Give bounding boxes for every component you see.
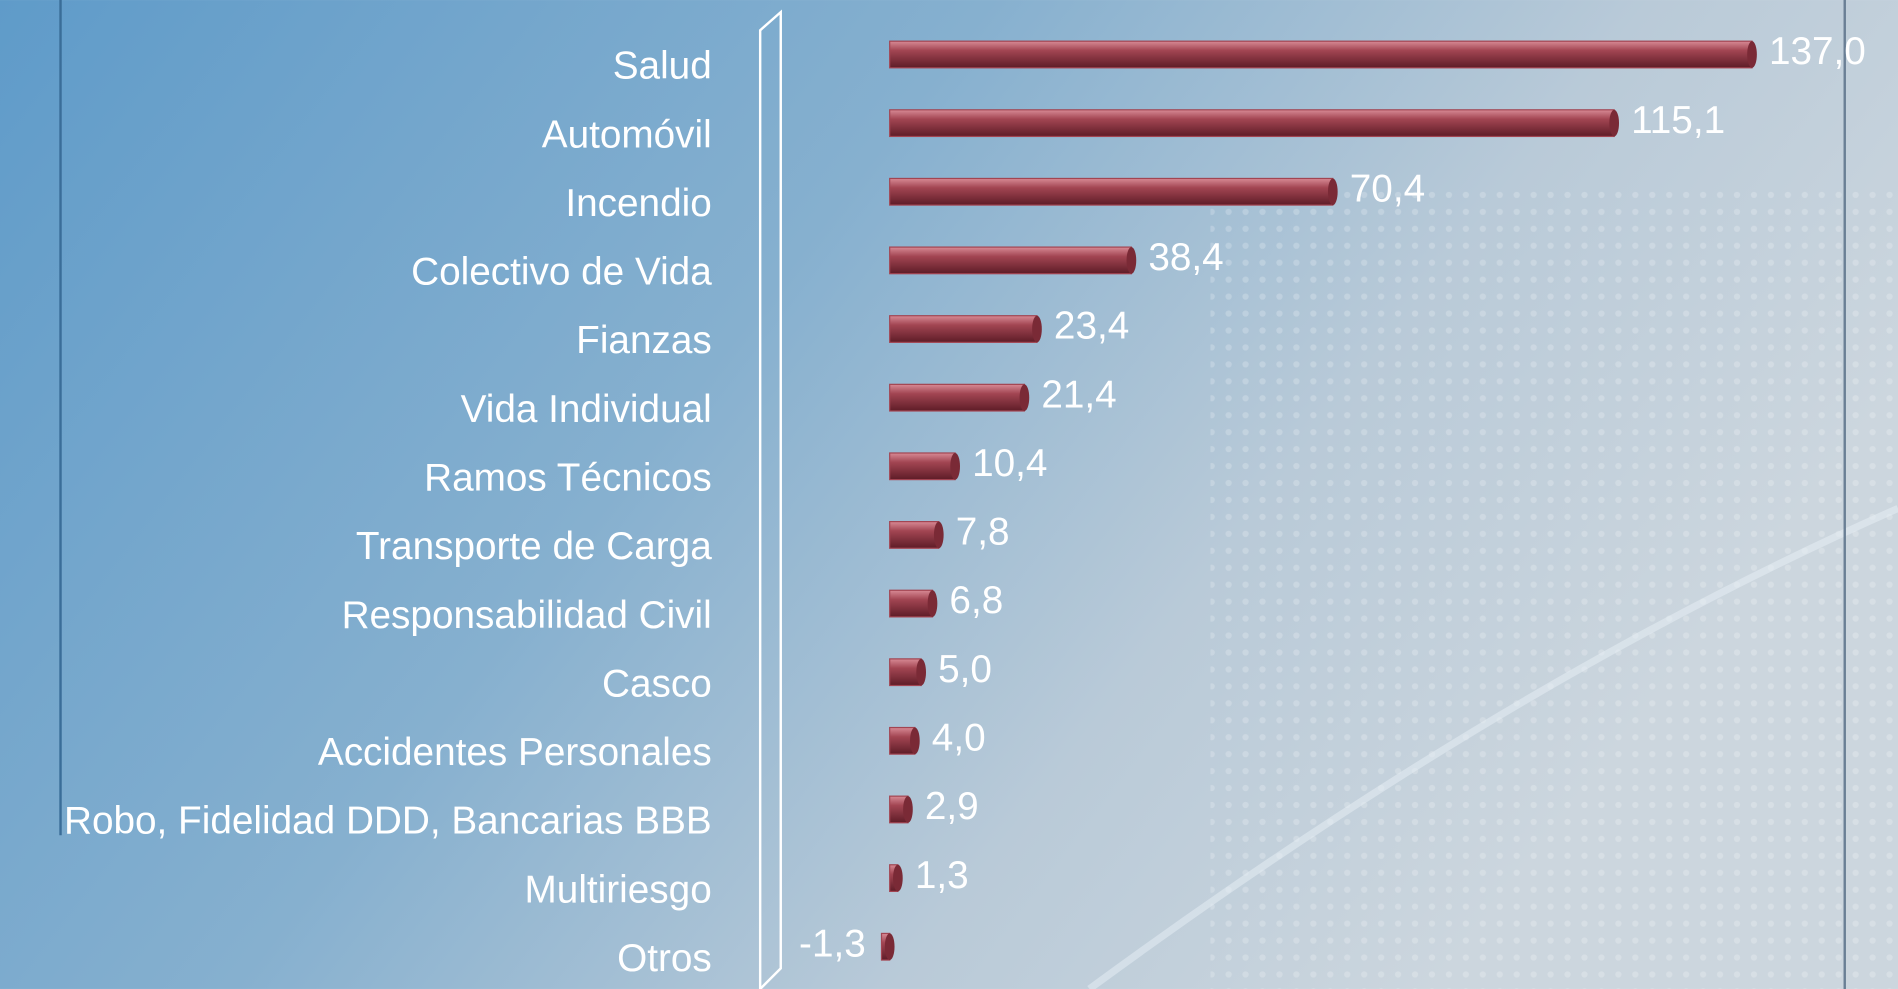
bar — [889, 246, 1137, 275]
bar-body — [889, 177, 1334, 206]
bar-body — [889, 383, 1025, 412]
value-label: 70,4 — [1350, 167, 1425, 210]
bar-body — [889, 521, 940, 549]
value-label: 6,8 — [949, 579, 1003, 622]
bar-body — [889, 315, 1038, 343]
bar-body — [889, 452, 956, 481]
value-label: 4,0 — [932, 717, 986, 760]
category-label: Fianzas — [576, 319, 712, 362]
plot: Salud 137,0 Automóvil 115,1 Incendio 70,4 Cole… — [64, 30, 1866, 980]
category-label: Salud — [613, 45, 712, 88]
bar-body — [889, 658, 922, 687]
value-label: 5,0 — [938, 648, 992, 691]
bar — [889, 521, 944, 549]
category-label: Colectivo de Vida — [411, 251, 712, 294]
bar — [889, 658, 927, 687]
bar — [889, 315, 1042, 343]
bar-cap — [950, 452, 960, 480]
category-label: Incendio — [565, 182, 711, 225]
value-label: 38,4 — [1148, 236, 1223, 279]
category-label: Ramos Técnicos — [424, 457, 712, 500]
bar-cap — [1019, 384, 1030, 411]
bar-cap — [1609, 109, 1620, 137]
bar-cap — [1747, 41, 1757, 68]
bar-cap — [933, 521, 944, 549]
category-label: Vida Individual — [461, 388, 712, 431]
bar — [889, 589, 938, 618]
bar-body — [889, 246, 1132, 275]
value-label: 137,0 — [1769, 30, 1866, 73]
dot-pattern — [1210, 181, 1898, 989]
bar — [889, 452, 960, 481]
bar-cap — [884, 933, 895, 961]
category-label: Robo, Fidelidad DDD, Bancarias BBB — [64, 800, 712, 843]
category-label: Accidentes Personales — [318, 731, 712, 774]
bar-cap — [1126, 247, 1137, 274]
value-label: 10,4 — [972, 442, 1047, 485]
bar-cap — [910, 727, 920, 755]
bar — [889, 383, 1030, 412]
bar-cap — [893, 864, 903, 892]
bar-body — [889, 109, 1615, 138]
bar — [880, 932, 895, 961]
bar-cap — [1327, 178, 1338, 206]
value-label: 1,3 — [915, 854, 969, 897]
swoosh — [1087, 505, 1898, 989]
bar — [889, 726, 920, 755]
value-label: -1,3 — [799, 922, 866, 965]
value-label: 23,4 — [1054, 305, 1129, 348]
category-label: Responsabilidad Civil — [342, 594, 712, 637]
bar — [889, 177, 1338, 206]
value-label: 7,8 — [956, 511, 1010, 554]
bar — [889, 40, 1757, 69]
bar — [889, 864, 903, 893]
category-label: Multiriesgo — [525, 868, 712, 911]
bar-cap — [916, 658, 927, 686]
bar-body — [889, 40, 1753, 69]
category-label: Otros — [617, 937, 712, 980]
axis-wall — [758, 9, 782, 989]
category-label: Automóvil — [542, 113, 712, 156]
bar — [889, 109, 1620, 138]
category-label: Casco — [602, 662, 712, 705]
bar-cap — [1032, 315, 1042, 343]
value-label: 21,4 — [1041, 373, 1116, 416]
value-label: 2,9 — [925, 785, 979, 828]
value-label: 115,1 — [1631, 99, 1725, 142]
bar-body — [889, 589, 934, 618]
bar-cap — [903, 796, 913, 823]
bar-cap — [927, 590, 938, 617]
bar — [889, 795, 913, 824]
category-label: Transporte de Carga — [356, 525, 712, 568]
